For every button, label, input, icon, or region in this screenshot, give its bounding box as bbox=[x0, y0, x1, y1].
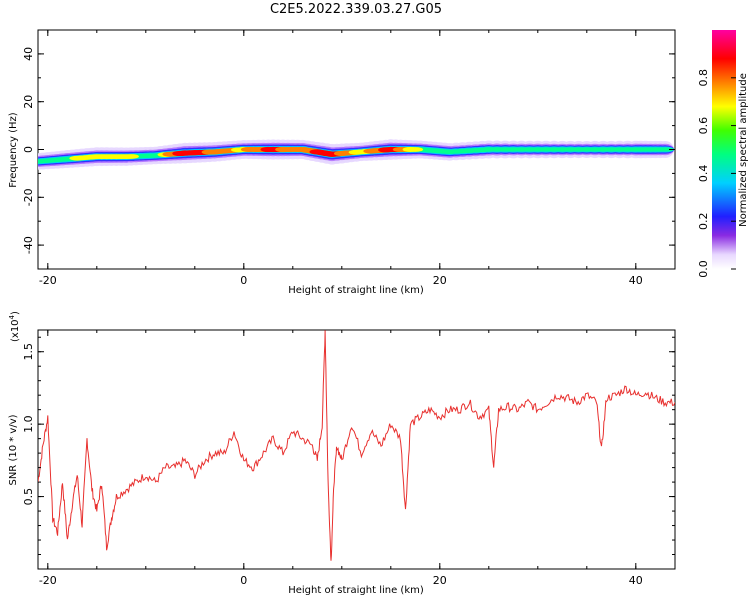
snr-frame bbox=[37, 329, 676, 570]
heatmap-panel: -20 0 20 40 40 20 0 -20 -40 Height of straight … bbox=[8, 29, 676, 296]
heatmap-y-tick-label: 40 bbox=[22, 47, 35, 61]
heatmap-x-tick-label: 20 bbox=[433, 274, 447, 287]
heatmap-y-label: Frequency (Hz) bbox=[8, 112, 19, 188]
svg-text:(x104): (x104) bbox=[8, 311, 21, 342]
heatmap-y-tick-label: -40 bbox=[22, 236, 35, 254]
snr-y-multiplier-base: (x10 bbox=[10, 319, 21, 342]
snr-x-tick-label: -20 bbox=[39, 574, 57, 587]
colorbar-gradient bbox=[712, 30, 736, 269]
heatmap-peak-cell bbox=[407, 147, 424, 152]
heatmap-x-tick-label: -20 bbox=[39, 274, 57, 287]
heatmap-x-ticks: -20 0 20 40 bbox=[39, 30, 643, 287]
figure-title: C2E5.2022.339.03.27.G05 bbox=[270, 2, 442, 17]
colorbar: 0.0 0.2 0.4 0.6 0.8 Normalized spectral ampl… bbox=[697, 30, 749, 278]
snr-y-label: SNR (10 * v/v) bbox=[8, 414, 19, 485]
snr-y-ticks: 1.5 1.0 0.5 bbox=[22, 336, 675, 570]
snr-x-tick-label: 20 bbox=[433, 574, 447, 587]
snr-y-tick-label: 1.5 bbox=[22, 343, 35, 361]
snr-panel: -20 0 20 40 1.5 1.0 0.5 Height of straight li… bbox=[8, 311, 676, 596]
heatmap-y-tick-label: -20 bbox=[22, 188, 35, 206]
snr-x-tick-label: 40 bbox=[629, 574, 643, 587]
heatmap-y-tick-label: 0 bbox=[22, 146, 35, 153]
snr-series-line bbox=[38, 330, 675, 561]
snr-y-multiplier-exp: 4 bbox=[8, 314, 16, 319]
snr-y-tick-label: 1.0 bbox=[22, 415, 35, 433]
heatmap-x-tick-label: 40 bbox=[629, 274, 643, 287]
snr-y-multiplier: (x104) bbox=[8, 311, 21, 342]
snr-x-tick-label: 0 bbox=[240, 574, 247, 587]
colorbar-label: Normalized spectral amplitude bbox=[738, 73, 749, 227]
heatmap-peak-cell bbox=[123, 154, 139, 159]
snr-x-label: Height of straight line (km) bbox=[288, 585, 424, 596]
snr-x-ticks: -20 0 20 40 bbox=[39, 330, 643, 587]
snr-y-tick-label: 0.5 bbox=[22, 488, 35, 506]
colorbar-tick-label: 0.0 bbox=[697, 260, 710, 278]
heatmap-y-tick-label: 20 bbox=[22, 95, 35, 109]
colorbar-tick-label: 0.4 bbox=[697, 165, 710, 183]
colorbar-tick-label: 0.6 bbox=[697, 117, 710, 135]
colorbar-ticks: 0.0 0.2 0.4 0.6 0.8 bbox=[697, 69, 736, 278]
colorbar-tick-label: 0.2 bbox=[697, 212, 710, 230]
heatmap-marks bbox=[38, 139, 675, 170]
heatmap-band-cell bbox=[656, 147, 675, 152]
colorbar-tick-label: 0.8 bbox=[697, 69, 710, 87]
heatmap-y-ticks: 40 20 0 -20 -40 bbox=[22, 29, 675, 270]
heatmap-x-label: Height of straight line (km) bbox=[288, 285, 424, 296]
heatmap-x-tick-label: 0 bbox=[240, 274, 247, 287]
